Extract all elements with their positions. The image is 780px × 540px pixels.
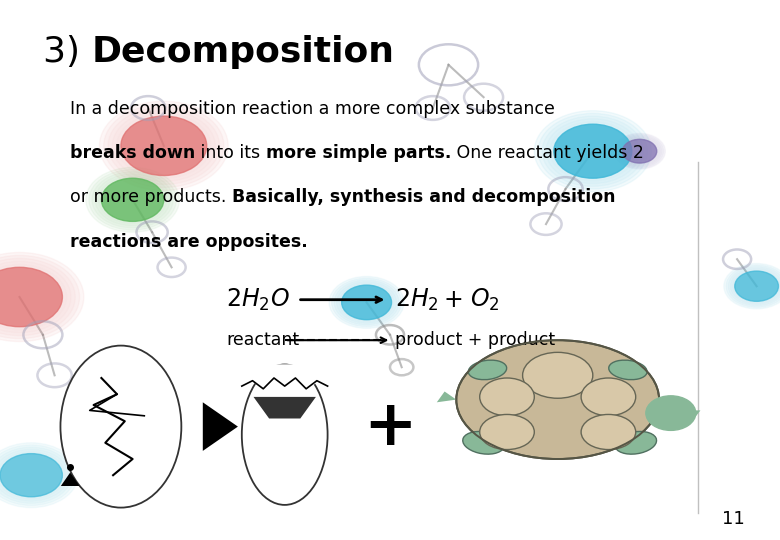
- Ellipse shape: [480, 415, 534, 449]
- Polygon shape: [688, 410, 700, 418]
- Circle shape: [538, 113, 647, 189]
- Text: One reactant yields 2: One reactant yields 2: [452, 144, 644, 162]
- Ellipse shape: [581, 378, 636, 416]
- Text: 11: 11: [722, 510, 745, 528]
- Circle shape: [622, 139, 657, 163]
- Ellipse shape: [480, 378, 534, 416]
- Text: Basically, synthesis and decomposition: Basically, synthesis and decomposition: [232, 188, 615, 206]
- Text: +: +: [363, 396, 417, 457]
- Circle shape: [0, 267, 62, 327]
- Circle shape: [646, 396, 696, 430]
- Ellipse shape: [463, 431, 505, 454]
- Circle shape: [0, 454, 62, 497]
- Text: Decomposition: Decomposition: [91, 35, 395, 69]
- Text: more simple parts.: more simple parts.: [266, 144, 452, 162]
- Circle shape: [101, 178, 164, 221]
- Polygon shape: [61, 472, 80, 486]
- Ellipse shape: [615, 431, 657, 454]
- Circle shape: [89, 170, 176, 230]
- Circle shape: [614, 133, 665, 169]
- Text: reactant: reactant: [226, 331, 300, 349]
- Ellipse shape: [608, 360, 647, 380]
- Circle shape: [0, 443, 78, 508]
- Text: breaks down: breaks down: [70, 144, 196, 162]
- Ellipse shape: [523, 353, 593, 399]
- Text: or more products.: or more products.: [70, 188, 232, 206]
- Text: reactions are opposites.: reactions are opposites.: [70, 233, 308, 251]
- Ellipse shape: [61, 346, 182, 508]
- Circle shape: [724, 264, 780, 309]
- Polygon shape: [437, 392, 456, 402]
- Text: 3): 3): [43, 35, 91, 69]
- Text: $2H_2O$: $2H_2O$: [226, 287, 290, 313]
- Circle shape: [534, 111, 651, 192]
- Text: into its: into its: [196, 144, 266, 162]
- Ellipse shape: [468, 360, 507, 380]
- Polygon shape: [203, 402, 238, 451]
- Circle shape: [121, 116, 207, 176]
- Circle shape: [332, 278, 402, 327]
- Text: In a decomposition reaction a more complex substance: In a decomposition reaction a more compl…: [70, 100, 555, 118]
- Circle shape: [99, 102, 228, 191]
- Circle shape: [342, 285, 392, 320]
- Text: product + product: product + product: [395, 331, 555, 349]
- Text: $+$: $+$: [443, 288, 462, 312]
- Text: $O_2$: $O_2$: [470, 287, 499, 313]
- Circle shape: [554, 124, 632, 178]
- Text: $2H_2$: $2H_2$: [395, 287, 439, 313]
- Circle shape: [86, 167, 179, 232]
- Polygon shape: [254, 397, 316, 418]
- Circle shape: [329, 276, 404, 328]
- Circle shape: [0, 252, 84, 342]
- Ellipse shape: [456, 340, 659, 459]
- Ellipse shape: [581, 415, 636, 449]
- Circle shape: [735, 271, 778, 301]
- Ellipse shape: [242, 364, 328, 505]
